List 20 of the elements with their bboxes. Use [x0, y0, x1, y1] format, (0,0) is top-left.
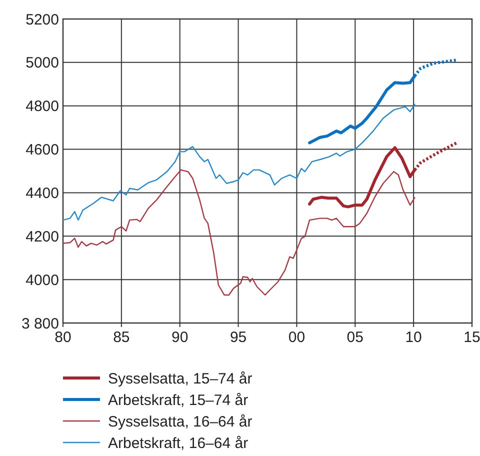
x-tick-label: 85	[113, 329, 130, 346]
x-tick-label: 15	[464, 329, 480, 346]
x-tick-label: 90	[172, 329, 188, 346]
y-tick-label: 4200	[26, 228, 59, 246]
y-tick-label: 5000	[26, 54, 59, 72]
y-tick-label: 4800	[26, 98, 59, 116]
x-tick-label: 10	[405, 329, 422, 346]
line-series	[62, 104, 416, 221]
legend-label: Sysselsatta, 16–64 år	[108, 413, 252, 430]
x-tick-label: 00	[288, 329, 306, 346]
legend-label: Sysselsatta, 15–74 år	[108, 370, 252, 388]
x-tick-label: 95	[230, 329, 247, 346]
y-tick-label: 5200	[26, 11, 59, 28]
y-tick-label: 4000	[26, 272, 59, 289]
x-tick-label: 05	[346, 329, 364, 346]
legend-label: Arbetskraft, 16–64 år	[108, 434, 248, 452]
line-series	[62, 169, 416, 296]
legend-label: Arbetskraft, 15–74 år	[108, 392, 248, 409]
y-tick-label: 4400	[26, 184, 59, 202]
y-tick-label: 4600	[26, 142, 59, 159]
